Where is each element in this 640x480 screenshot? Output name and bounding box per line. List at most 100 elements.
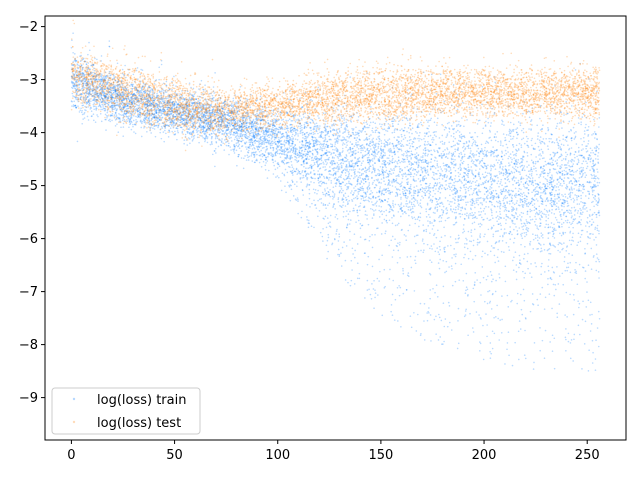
data-point bbox=[381, 254, 383, 257]
data-point bbox=[483, 235, 485, 238]
data-point bbox=[410, 203, 413, 206]
data-point bbox=[427, 135, 430, 138]
data-point bbox=[214, 165, 216, 168]
data-point bbox=[498, 273, 500, 275]
data-point bbox=[324, 134, 327, 137]
data-point bbox=[103, 81, 105, 84]
data-point bbox=[579, 333, 581, 336]
data-point bbox=[416, 218, 419, 220]
data-point bbox=[491, 214, 493, 217]
data-point bbox=[481, 250, 484, 253]
data-point bbox=[598, 211, 600, 214]
data-point bbox=[467, 201, 469, 203]
data-point bbox=[540, 166, 542, 168]
data-point bbox=[331, 133, 334, 136]
data-point bbox=[109, 115, 112, 117]
data-point bbox=[408, 224, 411, 226]
data-point bbox=[437, 339, 440, 341]
data-point bbox=[566, 177, 569, 179]
data-point bbox=[536, 239, 539, 242]
data-point bbox=[465, 174, 468, 176]
data-point bbox=[402, 191, 404, 193]
data-point bbox=[135, 121, 137, 124]
data-point bbox=[235, 128, 237, 130]
data-point bbox=[462, 195, 464, 198]
data-point bbox=[105, 129, 107, 131]
data-point bbox=[409, 315, 412, 317]
data-point bbox=[477, 223, 480, 225]
data-point bbox=[487, 275, 489, 278]
data-point bbox=[353, 197, 355, 200]
data-point bbox=[300, 129, 302, 132]
data-point bbox=[281, 153, 283, 155]
data-point bbox=[584, 126, 587, 129]
data-point bbox=[489, 125, 492, 127]
data-point bbox=[543, 165, 545, 167]
data-point bbox=[328, 156, 330, 159]
data-point bbox=[522, 192, 525, 194]
data-point bbox=[549, 158, 551, 161]
data-point bbox=[358, 205, 360, 208]
data-point bbox=[299, 123, 301, 125]
data-point bbox=[573, 160, 575, 162]
data-point bbox=[338, 138, 340, 141]
data-point bbox=[540, 273, 542, 276]
data-point bbox=[233, 143, 235, 146]
data-point bbox=[377, 145, 380, 148]
data-point bbox=[557, 283, 560, 285]
data-point bbox=[549, 153, 552, 156]
data-point bbox=[543, 357, 546, 360]
data-point bbox=[553, 237, 556, 239]
data-point bbox=[297, 125, 300, 128]
data-point bbox=[332, 167, 335, 170]
data-point bbox=[587, 299, 590, 302]
data-point bbox=[167, 102, 169, 104]
data-point bbox=[372, 288, 375, 290]
data-point bbox=[384, 230, 387, 232]
data-point bbox=[326, 217, 329, 219]
data-point bbox=[464, 253, 466, 256]
data-point bbox=[439, 184, 442, 186]
data-point bbox=[448, 182, 450, 185]
data-point bbox=[149, 108, 151, 111]
data-point bbox=[116, 62, 119, 65]
data-point bbox=[386, 144, 389, 147]
data-point bbox=[464, 207, 466, 210]
data-point bbox=[455, 253, 457, 255]
data-point bbox=[415, 161, 417, 164]
data-point bbox=[293, 127, 296, 130]
data-point bbox=[154, 125, 156, 127]
data-point bbox=[438, 188, 441, 190]
data-point bbox=[315, 122, 318, 125]
data-point bbox=[496, 220, 498, 223]
data-point bbox=[539, 197, 542, 199]
data-point bbox=[366, 263, 369, 266]
data-point bbox=[383, 180, 385, 183]
data-point bbox=[519, 328, 522, 330]
data-point bbox=[374, 154, 376, 156]
data-point bbox=[244, 155, 246, 157]
data-point bbox=[543, 208, 546, 211]
data-point bbox=[486, 335, 488, 338]
data-point bbox=[352, 209, 354, 212]
data-point bbox=[533, 165, 535, 168]
data-point bbox=[474, 271, 477, 274]
data-point bbox=[341, 246, 344, 249]
data-point bbox=[498, 159, 500, 162]
data-point bbox=[211, 94, 214, 97]
data-point bbox=[506, 348, 508, 351]
data-point bbox=[515, 182, 518, 185]
data-point bbox=[353, 192, 355, 194]
data-point bbox=[173, 75, 175, 78]
data-point bbox=[378, 195, 380, 198]
data-point bbox=[203, 132, 205, 135]
data-point bbox=[371, 265, 374, 268]
data-point bbox=[344, 156, 346, 159]
data-point bbox=[421, 195, 423, 198]
data-point bbox=[434, 182, 437, 184]
data-point bbox=[291, 133, 294, 136]
data-point bbox=[452, 152, 455, 154]
data-point bbox=[412, 203, 415, 206]
data-point bbox=[555, 208, 557, 211]
data-point bbox=[284, 185, 286, 187]
